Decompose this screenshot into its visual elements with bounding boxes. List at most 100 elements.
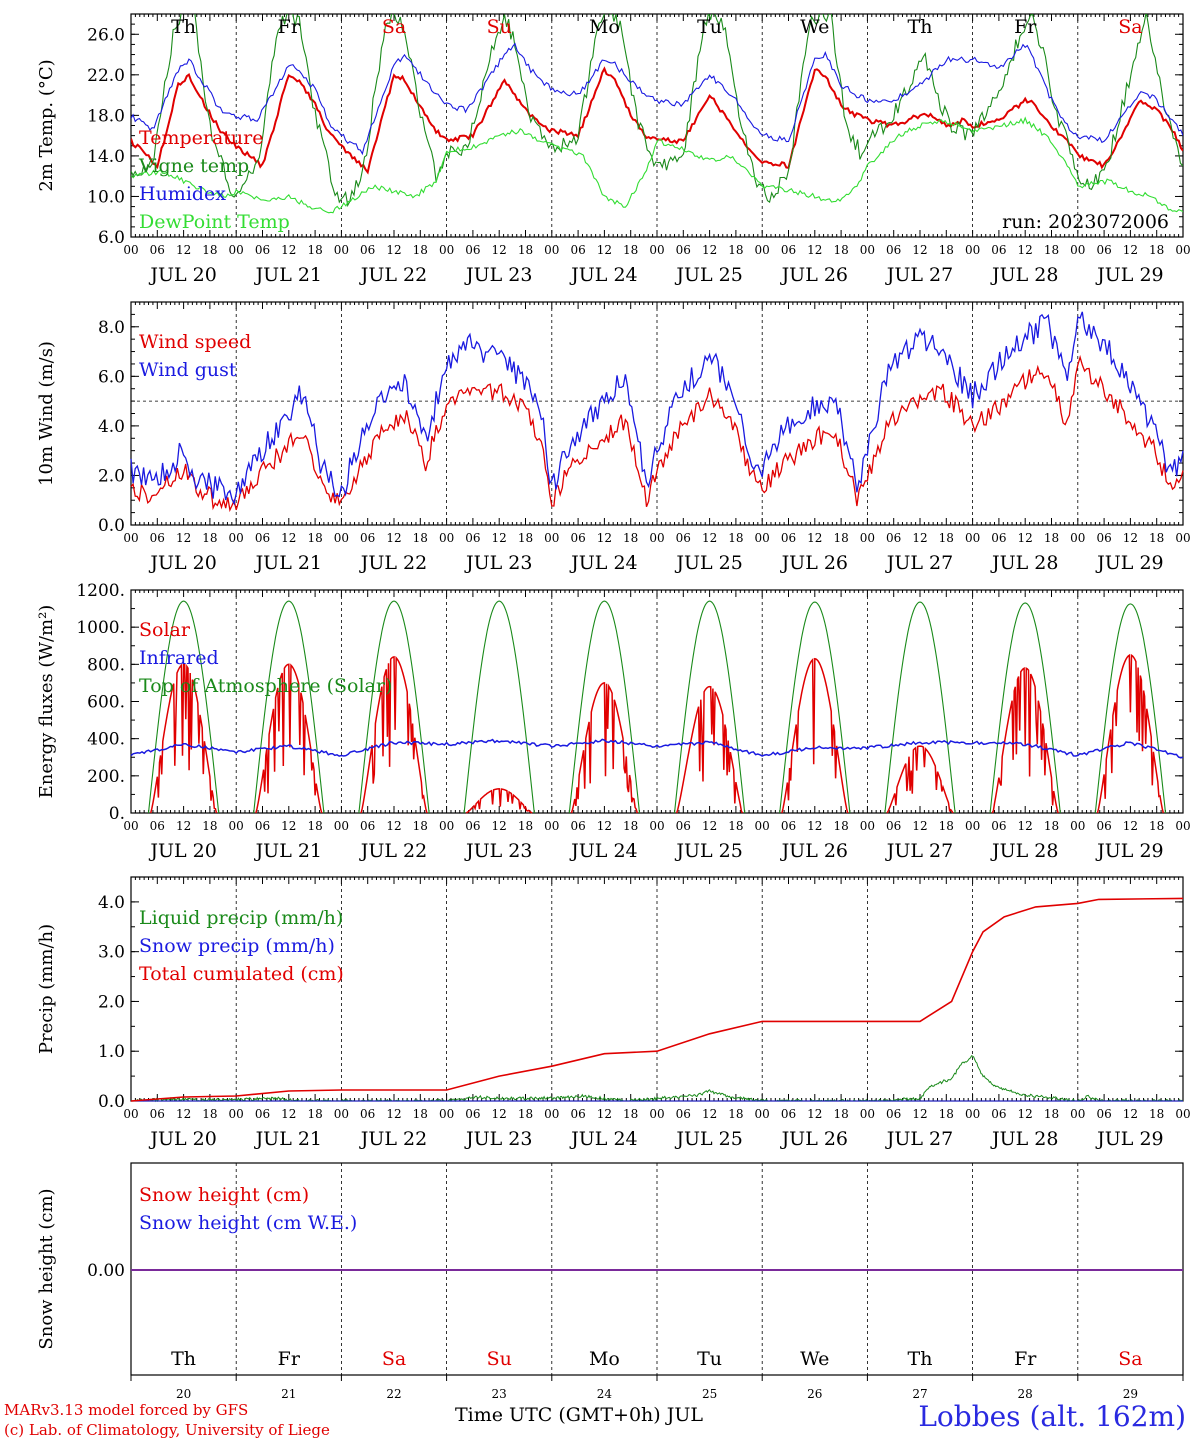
hour-tick-label: 18: [728, 243, 743, 257]
hour-tick-label: 00: [334, 1107, 349, 1121]
series-line: [1094, 603, 1167, 814]
hour-tick-label: 00: [439, 819, 454, 833]
weekday-label: Mo: [589, 16, 620, 38]
hour-tick-label: 12: [597, 819, 612, 833]
date-label: JUL 26: [780, 552, 848, 574]
hour-tick-label: 00: [123, 531, 138, 545]
hour-tick-label: 12: [807, 531, 822, 545]
series-line: [779, 601, 851, 814]
hour-tick-label: 18: [623, 819, 638, 833]
date-label: JUL 29: [1095, 552, 1163, 574]
hour-tick-label: 12: [492, 531, 507, 545]
panel-3: 0. 200. 400. 600. 800. 1000. 1200. Energy fluxe…: [36, 581, 1191, 862]
hour-tick-label: 00: [123, 1107, 138, 1121]
day-number-label: 25: [702, 1387, 717, 1401]
date-label: JUL 26: [780, 264, 848, 286]
date-label: JUL 23: [464, 552, 532, 574]
legend-entry: Wind gust: [139, 359, 237, 381]
legend-entry: Top of Atmosphere (Solar): [139, 675, 392, 697]
hour-tick-label: 12: [912, 1107, 927, 1121]
weekday-label: Mo: [589, 1348, 620, 1370]
hour-tick-label: 06: [886, 243, 901, 257]
hour-tick-label: 06: [150, 243, 165, 257]
hour-tick-label: 06: [1096, 531, 1111, 545]
y-tick-label: 1000.: [76, 618, 125, 638]
series-line: [358, 600, 430, 814]
y-tick-label: 26.0: [87, 25, 125, 45]
hour-tick-label: 00: [649, 819, 664, 833]
hour-tick-label: 18: [728, 819, 743, 833]
day-number-label: 29: [1123, 1387, 1138, 1401]
weekday-label: Th: [171, 16, 196, 38]
date-label: JUL 22: [359, 264, 427, 286]
weekday-label: Th: [908, 16, 933, 38]
hour-tick-label: 12: [912, 531, 927, 545]
hour-tick-label: 00: [229, 819, 244, 833]
date-label: JUL 27: [885, 840, 953, 862]
hour-tick-label: 12: [281, 819, 296, 833]
hour-tick-label: 00: [334, 819, 349, 833]
y-axis-title: Snow height (cm): [36, 1188, 57, 1349]
hour-tick-label: 00: [123, 819, 138, 833]
hour-tick-label: 18: [728, 1107, 743, 1121]
date-label: JUL 28: [990, 264, 1058, 286]
hour-tick-label: 00: [123, 243, 138, 257]
legend-entry: Liquid precip (mm/h): [139, 907, 343, 929]
hour-tick-label: 18: [939, 243, 954, 257]
y-tick-label: 0.00: [87, 1261, 125, 1281]
hour-tick-label: 00: [965, 243, 980, 257]
hour-tick-label: 12: [1018, 243, 1033, 257]
hour-tick-label: 12: [702, 819, 717, 833]
hour-tick-label: 06: [1096, 1107, 1111, 1121]
date-label: JUL 25: [674, 552, 742, 574]
run-annotation: run: 2023072006: [1002, 211, 1169, 233]
y-tick-label: 8.0: [98, 318, 125, 338]
hour-tick-label: 00: [860, 1107, 875, 1121]
hour-tick-label: 06: [886, 1107, 901, 1121]
series-line: [989, 602, 1061, 814]
hour-tick-label: 06: [570, 819, 585, 833]
series-line: [130, 354, 1184, 513]
day-number-label: 21: [281, 1387, 296, 1401]
series-line: [253, 600, 325, 814]
date-label: JUL 29: [1095, 1128, 1163, 1150]
hour-tick-label: 18: [518, 1107, 533, 1121]
legend-entry: Temperature: [139, 127, 263, 149]
date-label: JUL 20: [148, 264, 216, 286]
y-tick-label: 400.: [87, 730, 125, 750]
date-label: JUL 27: [885, 1128, 953, 1150]
x-axis-title: Time UTC (GMT+0h) JUL: [455, 1404, 703, 1426]
date-label: JUL 24: [569, 264, 637, 286]
hour-tick-label: 06: [255, 1107, 270, 1121]
series-line: [675, 685, 744, 814]
y-tick-label: 2.0: [98, 466, 125, 486]
legend-entry: Infrared: [139, 647, 219, 669]
series-line: [130, 311, 1184, 506]
hour-tick-label: 00: [544, 243, 559, 257]
hour-tick-label: 00: [1175, 819, 1190, 833]
y-tick-label: 6.0: [98, 367, 125, 387]
hour-tick-label: 18: [413, 243, 428, 257]
weekday-label: Tu: [697, 1348, 722, 1370]
hour-tick-label: 06: [465, 819, 480, 833]
hour-tick-label: 18: [307, 819, 322, 833]
weekday-label: Su: [487, 1348, 512, 1370]
date-label: JUL 22: [359, 1128, 427, 1150]
hour-tick-label: 18: [623, 243, 638, 257]
legend-entry: DewPoint Temp: [139, 211, 290, 233]
hour-tick-label: 12: [702, 531, 717, 545]
hour-tick-label: 18: [728, 531, 743, 545]
date-label: JUL 26: [780, 1128, 848, 1150]
weekday-label: Sa: [1118, 1348, 1142, 1370]
date-label: JUL 21: [254, 840, 322, 862]
date-label: JUL 22: [359, 552, 427, 574]
hour-tick-label: 06: [676, 819, 691, 833]
hour-tick-label: 06: [781, 243, 796, 257]
date-label: JUL 20: [148, 1128, 216, 1150]
hour-tick-label: 12: [1123, 819, 1138, 833]
legend-entry: Solar: [139, 619, 191, 641]
hour-tick-label: 18: [939, 1107, 954, 1121]
date-label: JUL 23: [464, 840, 532, 862]
hour-tick-label: 06: [150, 1107, 165, 1121]
